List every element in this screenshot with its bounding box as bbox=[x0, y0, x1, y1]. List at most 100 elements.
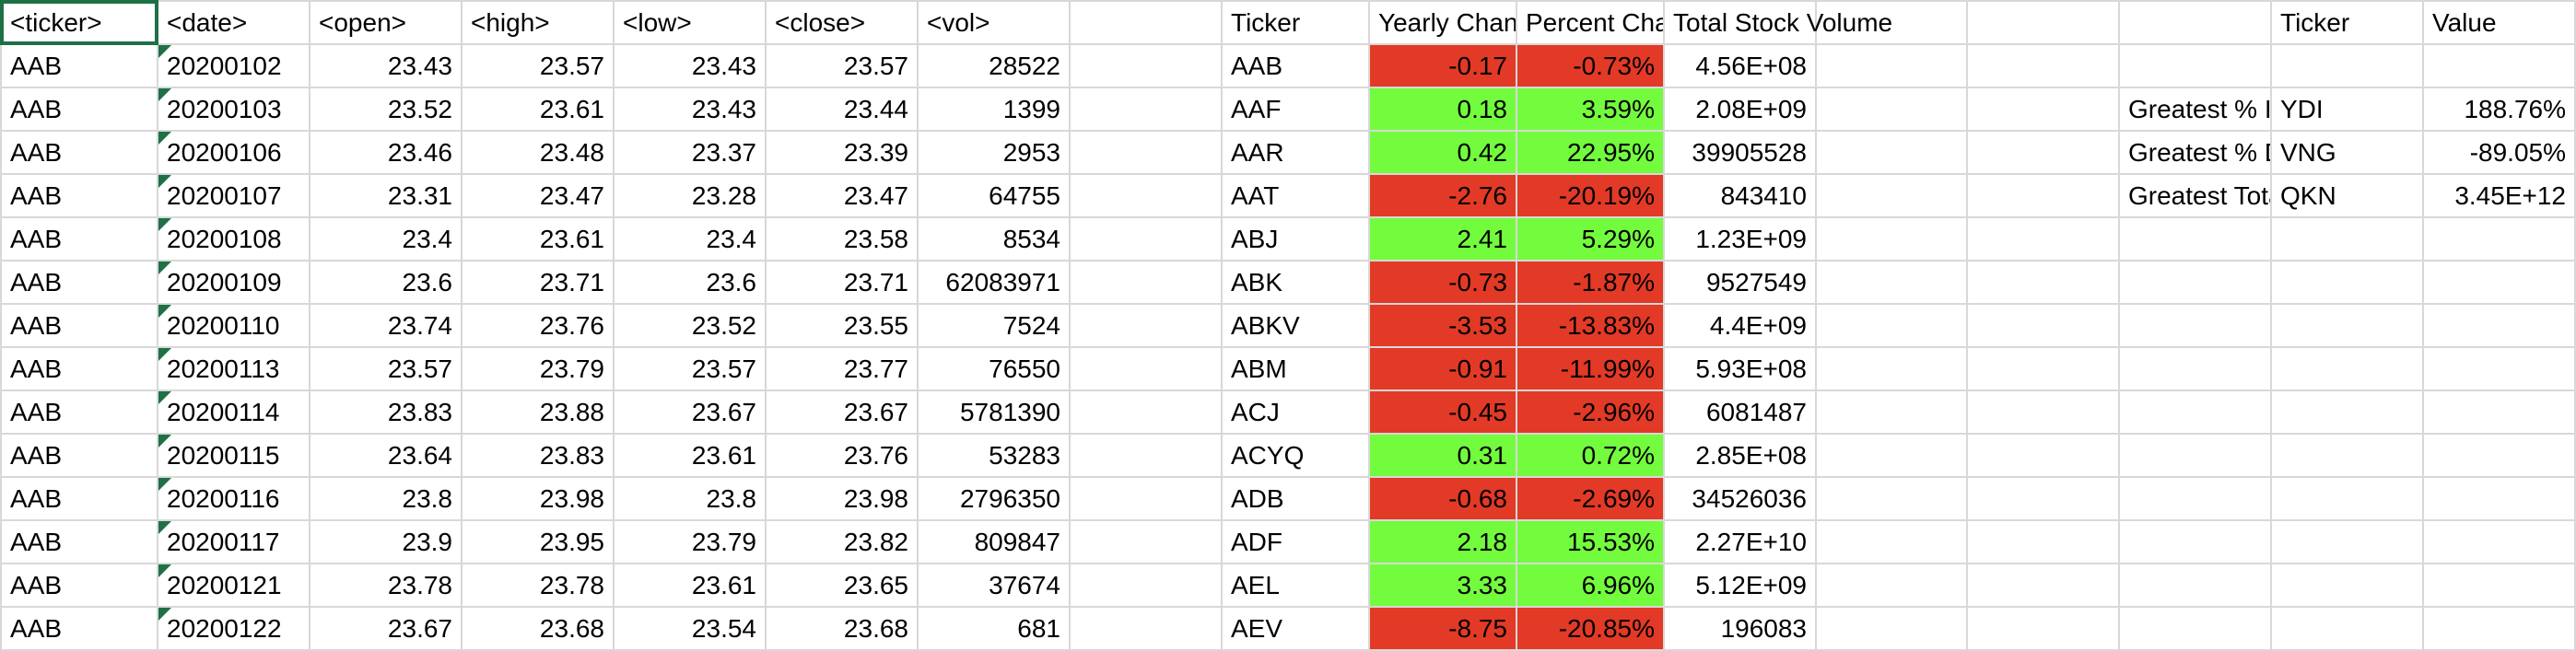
total-volume-cell[interactable]: 9527549 bbox=[1663, 260, 1817, 305]
date-cell[interactable]: 20200107 bbox=[157, 173, 310, 218]
empty-cell[interactable] bbox=[1815, 260, 1968, 305]
header-open-cell[interactable]: <open> bbox=[309, 0, 463, 45]
empty-cell[interactable] bbox=[1069, 0, 1223, 45]
greatest-label-cell[interactable] bbox=[2118, 260, 2272, 305]
summary-ticker-cell[interactable]: ABKV bbox=[1221, 303, 1370, 348]
ticker-cell[interactable]: AAB bbox=[0, 389, 158, 435]
greatest-label-cell[interactable] bbox=[2118, 563, 2272, 608]
summary-ticker-cell[interactable]: AAF bbox=[1221, 87, 1370, 132]
low-cell[interactable]: 23.43 bbox=[613, 43, 767, 88]
close-cell[interactable]: 23.76 bbox=[765, 433, 919, 478]
low-cell[interactable]: 23.79 bbox=[613, 519, 767, 564]
close-cell[interactable]: 23.82 bbox=[765, 519, 919, 564]
open-cell[interactable]: 23.6 bbox=[309, 260, 463, 305]
yearly-change-cell[interactable]: -0.45 bbox=[1368, 389, 1517, 435]
yearly-change-cell[interactable]: -0.73 bbox=[1368, 260, 1517, 305]
total-volume-cell[interactable]: 4.4E+09 bbox=[1663, 303, 1817, 348]
summary-ticker-cell[interactable]: AAB bbox=[1221, 43, 1370, 88]
percent-change-cell[interactable]: -2.96% bbox=[1516, 389, 1665, 435]
header-high-cell[interactable]: <high> bbox=[461, 0, 615, 45]
high-cell[interactable]: 23.61 bbox=[461, 216, 615, 262]
date-cell[interactable]: 20200103 bbox=[157, 87, 310, 132]
greatest-value-cell[interactable] bbox=[2422, 216, 2576, 262]
empty-cell[interactable] bbox=[1069, 43, 1223, 88]
open-cell[interactable]: 23.9 bbox=[309, 519, 463, 564]
date-cell[interactable]: 20200109 bbox=[157, 260, 310, 305]
greatest-value-cell[interactable] bbox=[2422, 43, 2576, 88]
low-cell[interactable]: 23.57 bbox=[613, 346, 767, 391]
high-cell[interactable]: 23.57 bbox=[461, 43, 615, 88]
date-cell[interactable]: 20200114 bbox=[157, 389, 310, 435]
close-cell[interactable]: 23.65 bbox=[765, 563, 919, 608]
open-cell[interactable]: 23.8 bbox=[309, 476, 463, 521]
greatest-label-cell[interactable] bbox=[2118, 476, 2272, 521]
high-cell[interactable]: 23.47 bbox=[461, 173, 615, 218]
low-cell[interactable]: 23.4 bbox=[613, 216, 767, 262]
percent-change-cell[interactable]: -13.83% bbox=[1516, 303, 1665, 348]
yearly-change-cell[interactable]: 0.31 bbox=[1368, 433, 1517, 478]
greatest-value-cell[interactable] bbox=[2422, 389, 2576, 435]
percent-change-cell[interactable]: 22.95% bbox=[1516, 130, 1665, 175]
percent-change-cell[interactable]: 3.59% bbox=[1516, 87, 1665, 132]
empty-cell[interactable] bbox=[1815, 130, 1968, 175]
empty-cell[interactable] bbox=[1815, 87, 1968, 132]
empty-cell[interactable] bbox=[1069, 216, 1223, 262]
header-low-cell[interactable]: <low> bbox=[613, 0, 767, 45]
date-cell[interactable]: 20200115 bbox=[157, 433, 310, 478]
summary-ticker-cell[interactable]: ADB bbox=[1221, 476, 1370, 521]
close-cell[interactable]: 23.67 bbox=[765, 389, 919, 435]
high-cell[interactable]: 23.61 bbox=[461, 87, 615, 132]
greatest-value-cell[interactable] bbox=[2422, 433, 2576, 478]
high-cell[interactable]: 23.48 bbox=[461, 130, 615, 175]
greatest-value-cell[interactable] bbox=[2422, 476, 2576, 521]
header-total-volume-cell[interactable]: Total Stock Volume bbox=[1663, 0, 1892, 45]
date-cell[interactable]: 20200102 bbox=[157, 43, 310, 88]
vol-cell[interactable]: 64755 bbox=[917, 173, 1071, 218]
total-volume-cell[interactable]: 2.85E+08 bbox=[1663, 433, 1817, 478]
open-cell[interactable]: 23.4 bbox=[309, 216, 463, 262]
vol-cell[interactable]: 62083971 bbox=[917, 260, 1071, 305]
open-cell[interactable]: 23.52 bbox=[309, 87, 463, 132]
empty-cell[interactable] bbox=[1069, 389, 1223, 435]
empty-cell[interactable] bbox=[1815, 519, 1968, 564]
total-volume-cell[interactable]: 4.56E+08 bbox=[1663, 43, 1817, 88]
yearly-change-cell[interactable]: -8.75 bbox=[1368, 606, 1517, 651]
high-cell[interactable]: 23.98 bbox=[461, 476, 615, 521]
low-cell[interactable]: 23.61 bbox=[613, 563, 767, 608]
date-cell[interactable]: 20200121 bbox=[157, 563, 310, 608]
low-cell[interactable]: 23.6 bbox=[613, 260, 767, 305]
empty-cell[interactable] bbox=[1966, 389, 2120, 435]
empty-cell[interactable] bbox=[1815, 389, 1968, 435]
header-close-cell[interactable]: <close> bbox=[765, 0, 919, 45]
header-summary-ticker-cell[interactable]: Ticker bbox=[1221, 0, 1370, 45]
close-cell[interactable]: 23.71 bbox=[765, 260, 919, 305]
close-cell[interactable]: 23.47 bbox=[765, 173, 919, 218]
ticker-cell[interactable]: AAB bbox=[0, 303, 158, 348]
ticker-cell[interactable]: AAB bbox=[0, 433, 158, 478]
ticker-cell[interactable]: AAB bbox=[0, 173, 158, 218]
empty-cell[interactable] bbox=[1815, 346, 1968, 391]
vol-cell[interactable]: 8534 bbox=[917, 216, 1071, 262]
total-volume-cell[interactable]: 5.12E+09 bbox=[1663, 563, 1817, 608]
header-percent-change-cell[interactable]: Percent Change bbox=[1516, 0, 1665, 45]
date-cell[interactable]: 20200116 bbox=[157, 476, 310, 521]
greatest-ticker-cell[interactable] bbox=[2270, 303, 2424, 348]
greatest-value-cell[interactable] bbox=[2422, 519, 2576, 564]
greatest-ticker-cell[interactable] bbox=[2270, 43, 2424, 88]
empty-cell[interactable] bbox=[1815, 303, 1968, 348]
empty-cell[interactable] bbox=[1966, 216, 2120, 262]
high-cell[interactable]: 23.76 bbox=[461, 303, 615, 348]
greatest-value-cell[interactable]: 188.76% bbox=[2422, 87, 2576, 132]
close-cell[interactable]: 23.39 bbox=[765, 130, 919, 175]
close-cell[interactable]: 23.98 bbox=[765, 476, 919, 521]
yearly-change-cell[interactable]: -0.91 bbox=[1368, 346, 1517, 391]
high-cell[interactable]: 23.78 bbox=[461, 563, 615, 608]
open-cell[interactable]: 23.46 bbox=[309, 130, 463, 175]
empty-cell[interactable] bbox=[1815, 563, 1968, 608]
greatest-label-cell[interactable] bbox=[2118, 216, 2272, 262]
high-cell[interactable]: 23.95 bbox=[461, 519, 615, 564]
open-cell[interactable]: 23.83 bbox=[309, 389, 463, 435]
percent-change-cell[interactable]: 0.72% bbox=[1516, 433, 1665, 478]
total-volume-cell[interactable]: 34526036 bbox=[1663, 476, 1817, 521]
total-volume-cell[interactable]: 2.27E+10 bbox=[1663, 519, 1817, 564]
